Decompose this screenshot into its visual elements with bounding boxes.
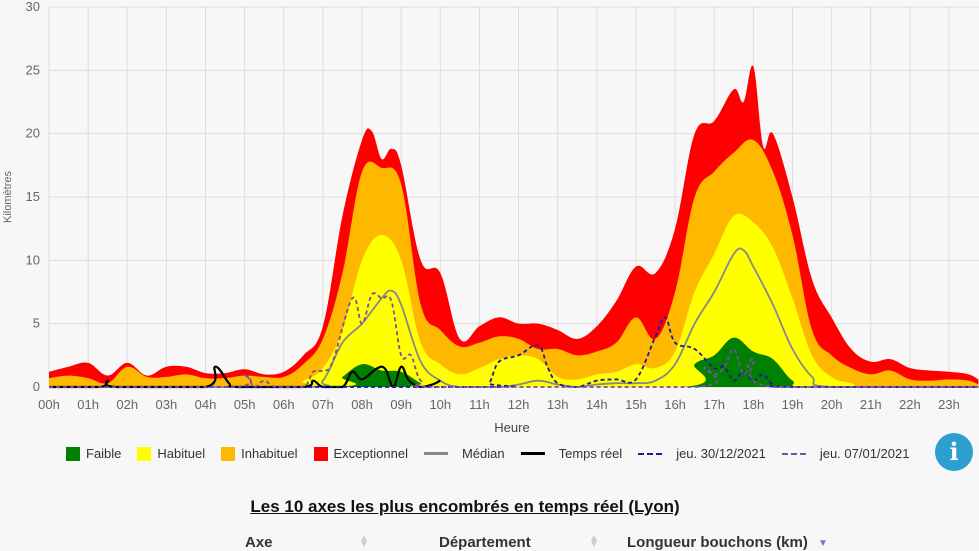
traffic-chart: 0 5 10 15 20 25 30 00h 01h 02h 03h 04h 05h 06h 07h 08h 0… [2, 0, 979, 435]
x-axis-label: Heure [494, 420, 529, 435]
temps-reel-line-swatch [520, 452, 545, 455]
x-tick-label: 16h [664, 397, 686, 412]
y-axis-label: Kilomètres [2, 171, 14, 223]
y-tick-label: 5 [33, 316, 40, 331]
faible-swatch [66, 446, 80, 461]
x-tick-label: 12h [508, 397, 530, 412]
legend-label: Faible [86, 446, 122, 461]
x-tick-label: 17h [703, 397, 725, 412]
x-tick-label: 05h [234, 397, 256, 412]
sort-icon[interactable]: ▲ ▼ [359, 533, 369, 550]
x-tick-label: 06h [273, 397, 295, 412]
column-header-axe[interactable]: Axe [245, 534, 273, 551]
x-tick-label: 11h [469, 397, 490, 412]
x-tick-label: 08h [351, 397, 373, 412]
table-title: Les 10 axes les plus encombrés en temps … [250, 497, 680, 516]
x-tick-label: 22h [899, 397, 921, 412]
x-tick-label: 19h [782, 397, 804, 412]
legend-faible[interactable]: Faible [66, 446, 121, 461]
y-tick-label: 20 [26, 126, 40, 141]
x-tick-label: 15h [625, 397, 647, 412]
legend-label: jeu. 07/01/2021 [819, 446, 910, 461]
legend-exceptionnel[interactable]: Exceptionnel [313, 446, 408, 461]
exceptionnel-swatch [313, 446, 328, 461]
sort-desc-icon[interactable]: ▼ [818, 538, 828, 549]
legend-label: Temps réel [558, 446, 623, 461]
chart-legend: Faible Habituel Inhabituel Exceptionnel … [66, 446, 925, 461]
y-tick-label: 25 [26, 62, 40, 77]
x-tick-label: 04h [195, 397, 217, 412]
legend-label: Inhabituel [241, 446, 298, 461]
x-tick-label: 07h [312, 397, 334, 412]
sort-icon[interactable]: ▲ ▼ [589, 533, 599, 550]
x-tick-label: 09h [390, 397, 412, 412]
x-tick-label: 02h [116, 397, 138, 412]
x-tick-label: 13h [547, 397, 569, 412]
area-habituel [49, 213, 979, 387]
inhabituel-swatch [221, 446, 236, 461]
median-line-swatch [423, 452, 448, 455]
legend-label: Exceptionnel [333, 446, 408, 461]
legend-label: Habituel [157, 446, 206, 461]
area-faible [49, 337, 979, 387]
x-tick-label: 00h [38, 397, 60, 412]
x-tick-label: 21h [860, 397, 882, 412]
legend-label: Médian [461, 446, 505, 461]
column-header-departement[interactable]: Département [439, 534, 531, 551]
x-tick-label: 10h [429, 397, 451, 412]
legend-temps-reel[interactable]: Temps réel [520, 446, 623, 461]
column-header-longueur[interactable]: Longueur bouchons (km) [627, 534, 808, 551]
y-tick-label: 30 [26, 0, 40, 14]
y-tick-label: 10 [26, 252, 40, 267]
x-tick-label: 23h [938, 397, 960, 412]
x-tick-label: 01h [77, 397, 99, 412]
habituel-swatch [137, 446, 152, 461]
x-tick-label: 18h [742, 397, 764, 412]
x-tick-label: 03h [156, 397, 178, 412]
date1-dash-swatch [638, 452, 663, 455]
legend-date1[interactable]: jeu. 30/12/2021 [638, 446, 766, 461]
legend-date2[interactable]: jeu. 07/01/2021 [781, 446, 910, 461]
info-icon[interactable]: i [935, 433, 973, 471]
y-tick-label: 0 [33, 379, 40, 394]
line-jeu-30-12-2021 [48, 316, 979, 388]
y-tick-label: 15 [26, 189, 40, 204]
date2-dash-swatch [781, 452, 806, 455]
legend-label: jeu. 30/12/2021 [676, 446, 766, 461]
line-jeu-07-01-2021 [48, 292, 979, 388]
legend-habituel[interactable]: Habituel [137, 446, 205, 461]
x-tick-label: 20h [821, 397, 843, 412]
legend-inhabituel[interactable]: Inhabituel [221, 446, 298, 461]
legend-median[interactable]: Médian [423, 446, 505, 461]
x-tick-label: 14h [586, 397, 608, 412]
